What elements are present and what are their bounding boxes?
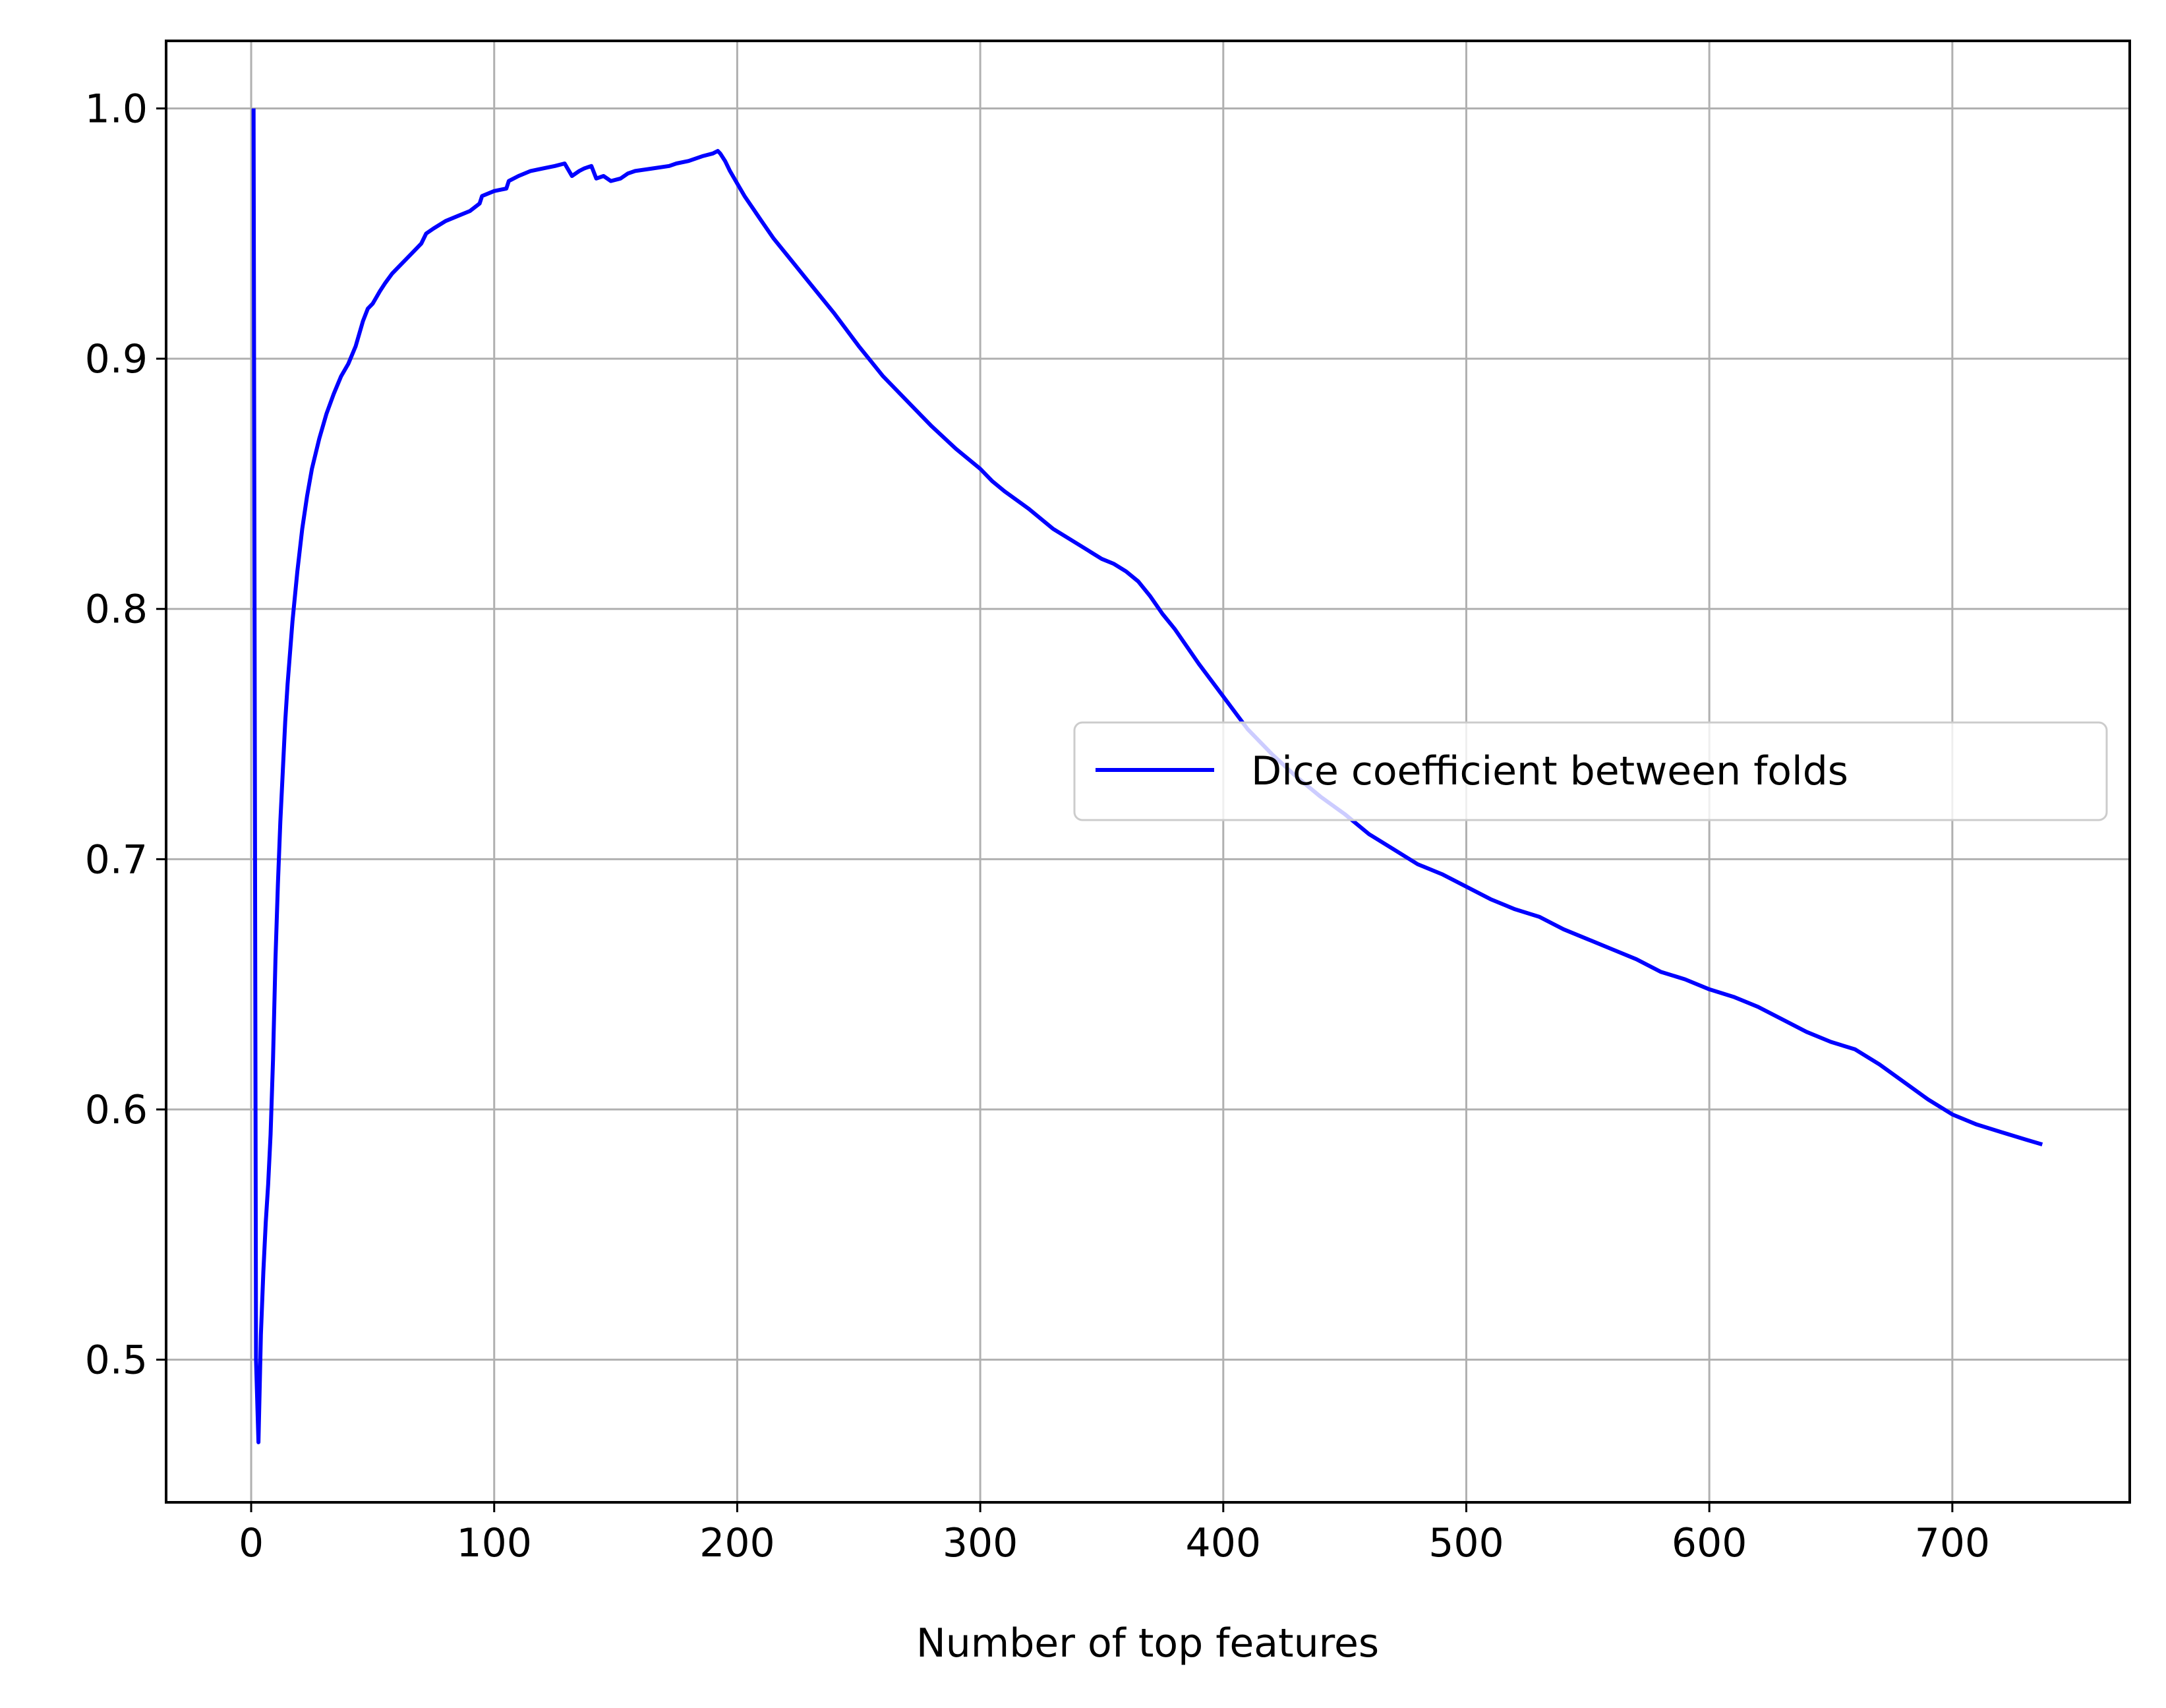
legend: Dice coefficient between folds [1073,721,2108,821]
y-tick-label: 0.9 [85,336,148,382]
y-tick-label: 0.7 [85,837,148,883]
x-tick-label: 400 [1186,1520,1262,1566]
x-tick-label: 300 [943,1520,1018,1566]
x-tick-label: 200 [699,1520,775,1566]
legend-label: Dice coefficient between folds [1251,748,1848,794]
legend-box [1073,721,2108,821]
y-tick-label: 1.0 [85,86,148,132]
y-tick-label: 0.8 [85,587,148,633]
series-line [251,108,2043,1444]
x-tick-label: 600 [1672,1520,1747,1566]
x-axis: 0 100 200 300 400 500 600 700 [239,1502,1990,1566]
plot-frame [165,40,2131,1504]
x-tick-label: 500 [1428,1520,1504,1566]
y-tick-label: 0.6 [85,1087,148,1133]
x-axis-title: Number of top features [916,1620,1379,1666]
series-layer [251,108,2043,1444]
x-tick-label: 0 [239,1520,264,1566]
y-axis: 0.5 0.6 0.7 0.8 0.9 1.0 [85,86,166,1384]
x-tick-label: 100 [456,1520,532,1566]
y-tick-label: 0.5 [85,1338,148,1384]
x-tick-label: 700 [1915,1520,1991,1566]
